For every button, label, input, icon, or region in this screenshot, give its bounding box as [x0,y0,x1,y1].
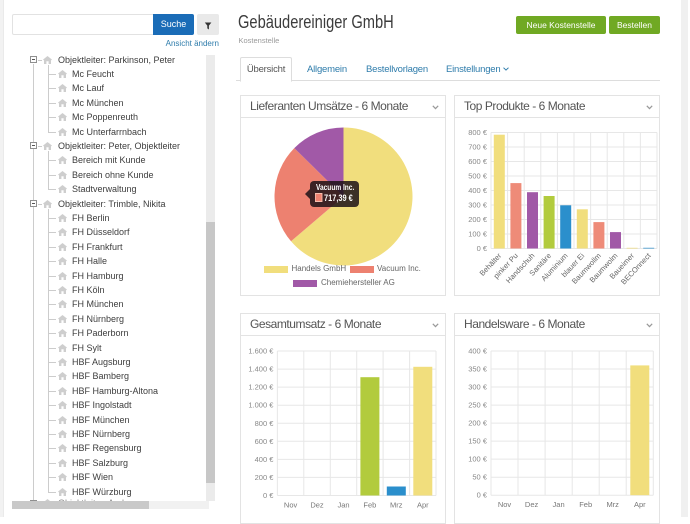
svg-text:400 €: 400 € [468,347,488,356]
svg-text:300 €: 300 € [468,201,488,210]
svg-text:800 €: 800 € [255,419,275,428]
svg-text:Feb: Feb [579,500,592,509]
svg-text:0 €: 0 € [477,244,488,253]
svg-text:1.000 €: 1.000 € [248,401,274,410]
svg-text:0 €: 0 € [477,491,488,500]
svg-text:Apr: Apr [634,500,646,509]
svg-text:350 €: 350 € [468,365,488,374]
svg-text:Nov: Nov [284,501,298,510]
svg-text:200 €: 200 € [468,419,488,428]
svg-text:600 €: 600 € [255,437,275,446]
svg-text:50 €: 50 € [472,473,487,482]
svg-text:600 €: 600 € [468,157,488,166]
svg-text:1.600 €: 1.600 € [248,347,274,356]
svg-text:Mrz: Mrz [390,501,403,510]
svg-text:Nov: Nov [498,500,512,509]
svg-text:Jan: Jan [553,500,565,509]
svg-text:Dez: Dez [310,501,324,510]
svg-text:Feb: Feb [363,501,376,510]
svg-text:1.200 €: 1.200 € [248,383,274,392]
svg-text:200 €: 200 € [255,473,275,482]
svg-text:500 €: 500 € [468,172,488,181]
svg-text:700 €: 700 € [468,143,488,152]
svg-text:400 €: 400 € [255,455,275,464]
svg-text:250 €: 250 € [468,401,488,410]
svg-text:0 €: 0 € [263,491,274,500]
svg-text:Dez: Dez [525,500,539,509]
svg-text:300 €: 300 € [468,383,488,392]
svg-text:Apr: Apr [417,501,429,510]
svg-text:400 €: 400 € [468,186,488,195]
svg-text:100 €: 100 € [468,455,488,464]
svg-text:800 €: 800 € [468,128,488,137]
svg-text:Mrz: Mrz [606,500,619,509]
svg-text:Jan: Jan [337,501,349,510]
svg-text:150 €: 150 € [468,437,488,446]
svg-text:200 €: 200 € [468,215,488,224]
svg-text:100 €: 100 € [468,230,488,239]
svg-text:1.400 €: 1.400 € [248,365,274,374]
